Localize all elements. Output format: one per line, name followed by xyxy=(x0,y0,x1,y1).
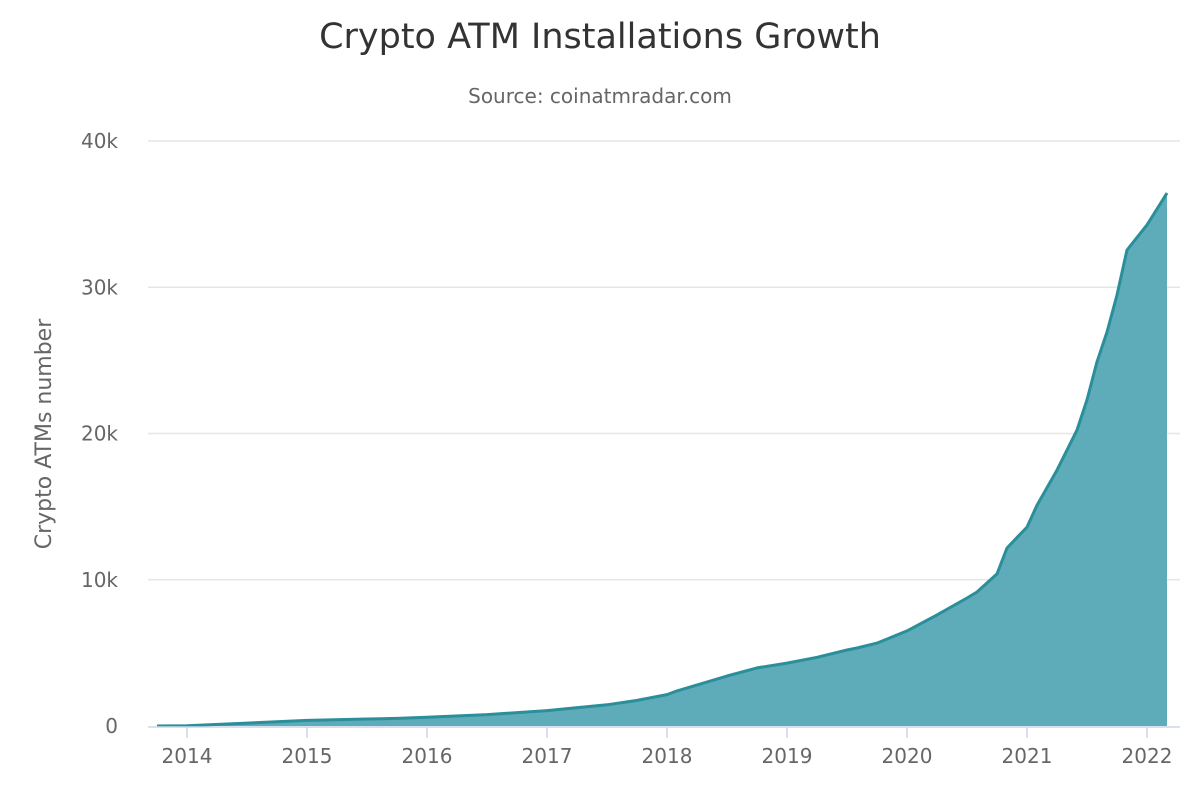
y-tick-label: 30k xyxy=(81,275,118,299)
y-axis-label: Crypto ATMs number xyxy=(32,318,57,550)
x-tick-label: 2022 xyxy=(1122,744,1173,768)
y-tick-label: 0 xyxy=(105,714,118,738)
x-tick-label: 2018 xyxy=(642,744,693,768)
x-tick-label: 2015 xyxy=(282,744,333,768)
y-tick-label: 20k xyxy=(81,422,118,446)
chart-title: Crypto ATM Installations Growth xyxy=(319,17,881,57)
area-fill xyxy=(157,193,1167,727)
x-tick-label: 2021 xyxy=(1002,744,1053,768)
x-tick-label: 2014 xyxy=(162,744,213,768)
y-tick-label: 40k xyxy=(81,129,118,153)
x-tick-label: 2016 xyxy=(402,744,453,768)
x-tick-label: 2019 xyxy=(762,744,813,768)
x-tick-label: 2020 xyxy=(882,744,933,768)
x-tick-label: 2017 xyxy=(522,744,573,768)
chart-subtitle: Source: coinatmradar.com xyxy=(468,84,732,108)
series-line xyxy=(156,192,1169,728)
y-tick-label: 10k xyxy=(81,568,118,592)
